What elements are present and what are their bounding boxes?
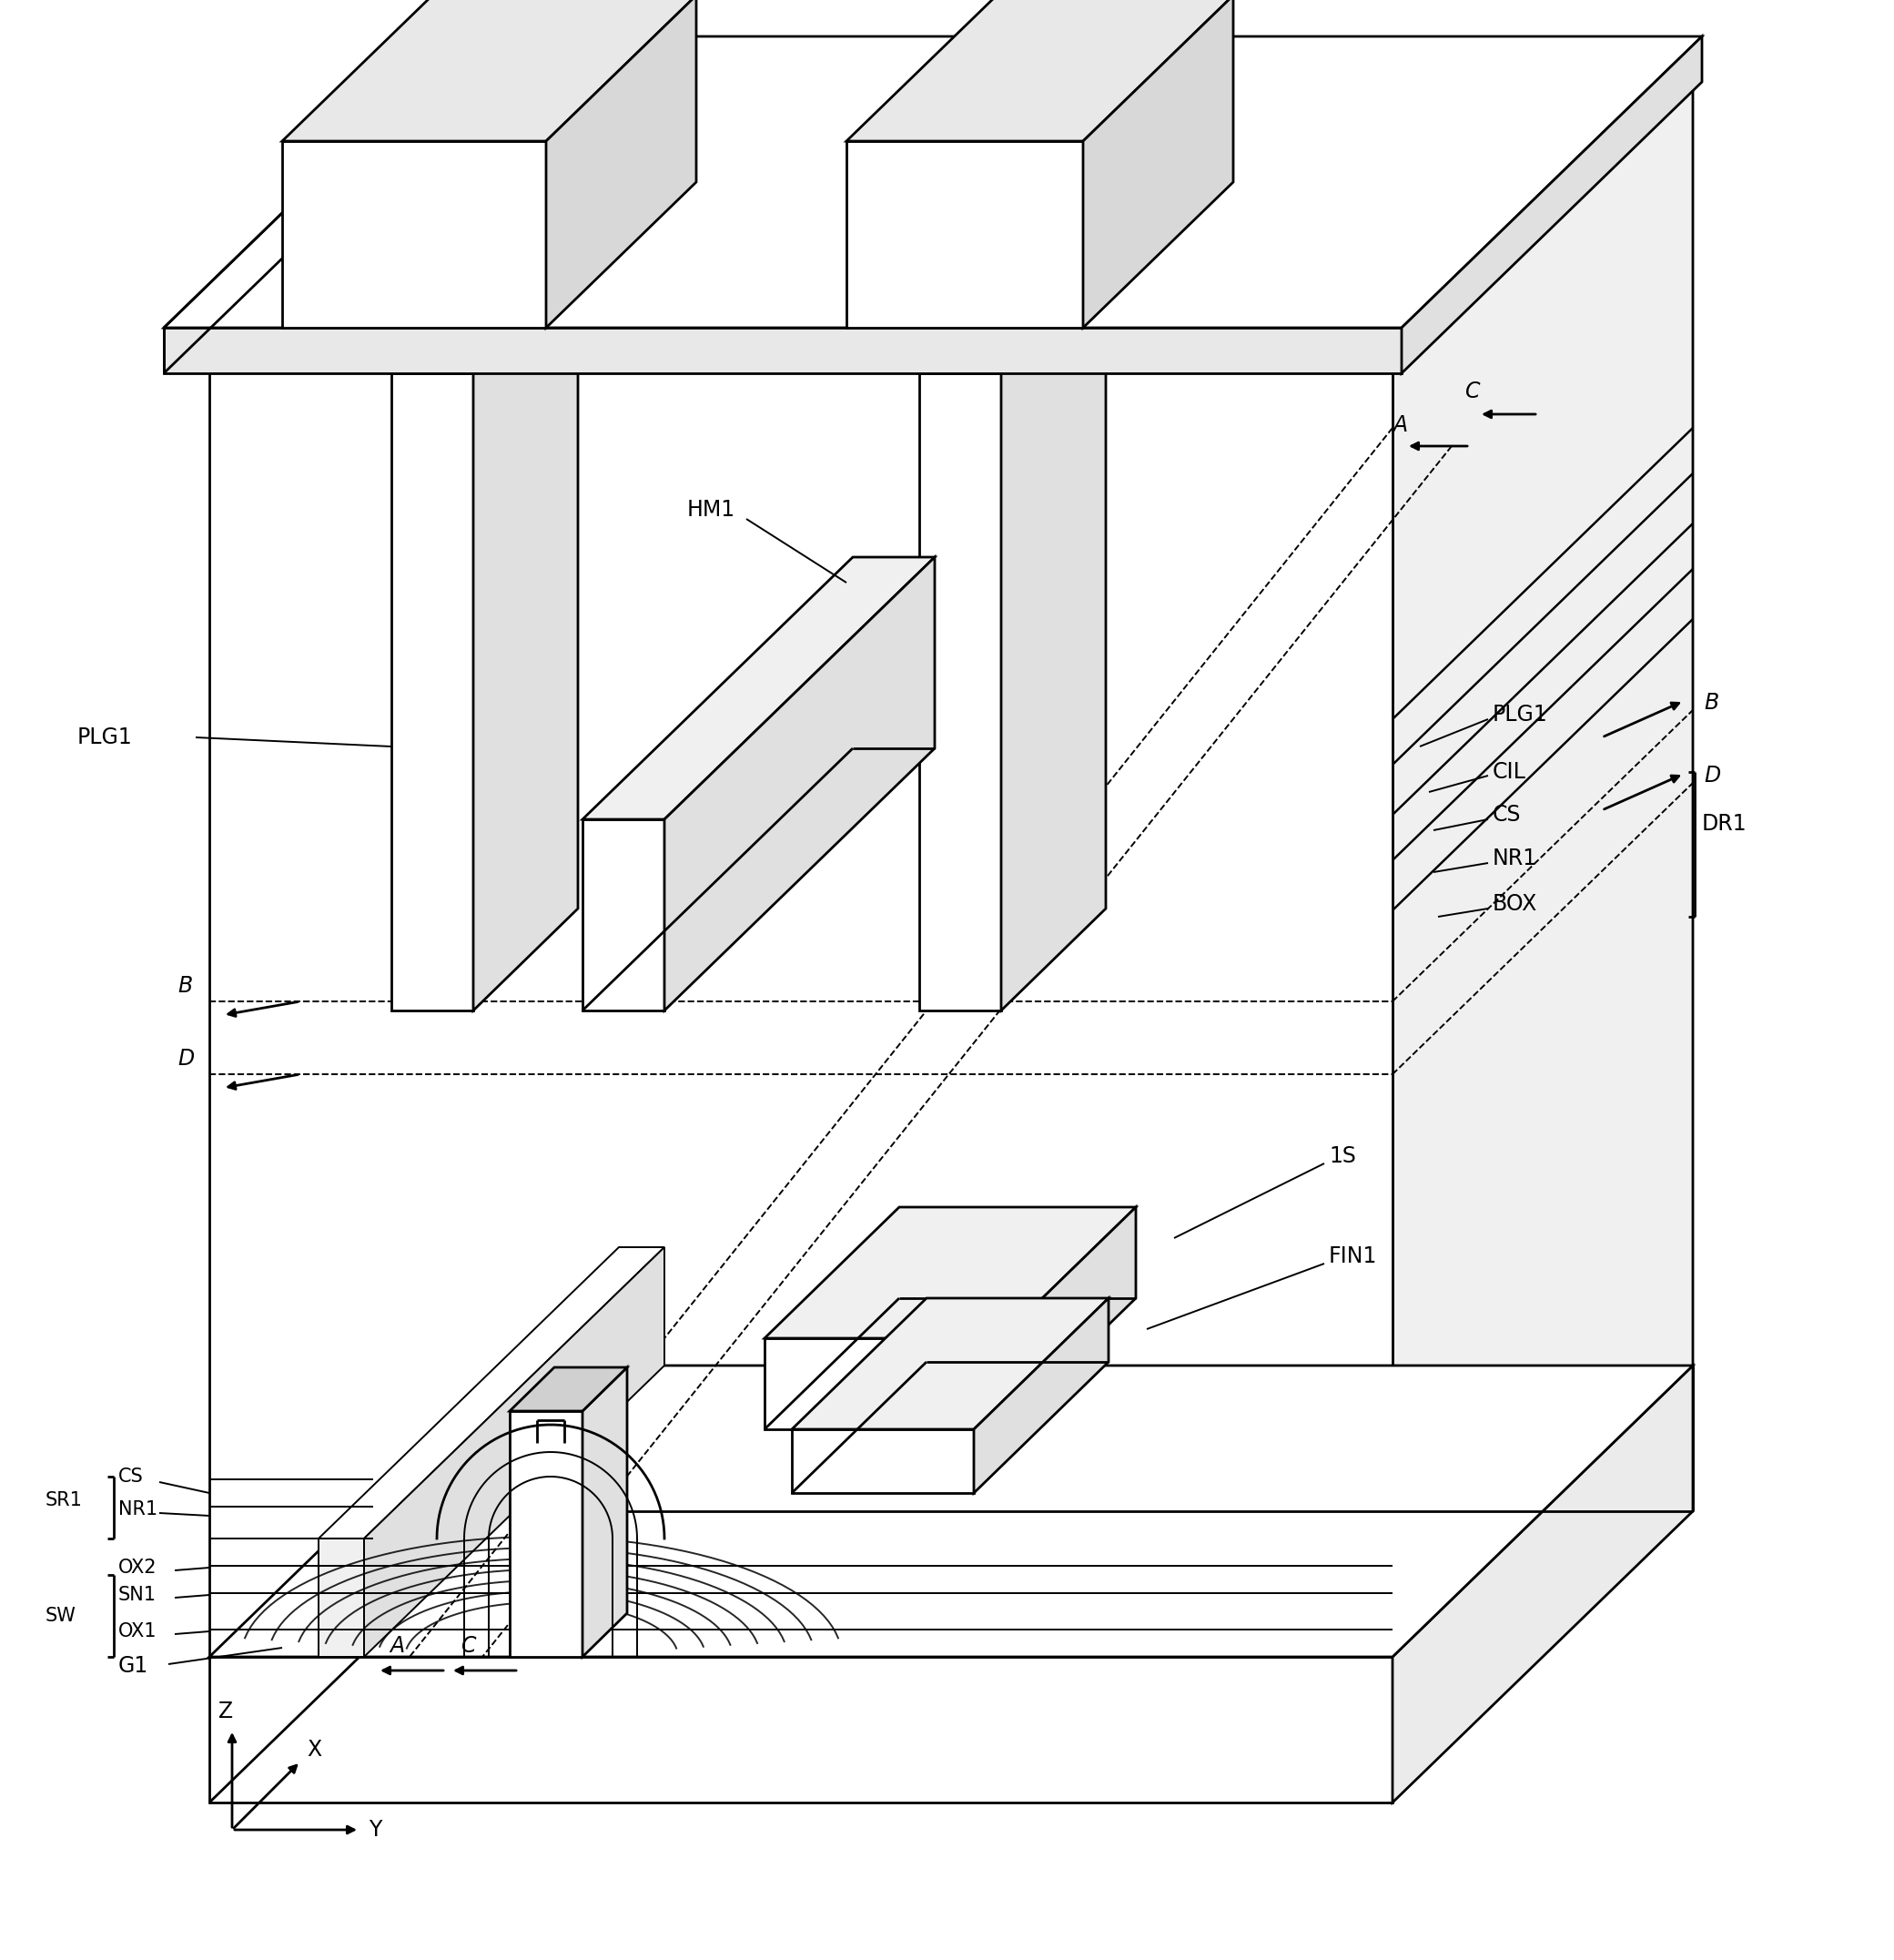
Polygon shape	[210, 1656, 1392, 1803]
Text: B: B	[1705, 692, 1718, 713]
Polygon shape	[1002, 1207, 1136, 1429]
Text: 1S: 1S	[1330, 1145, 1356, 1166]
Text: PLG1: PLG1	[78, 727, 133, 749]
Text: B: B	[178, 974, 193, 998]
Polygon shape	[765, 1207, 1136, 1339]
Polygon shape	[210, 65, 1693, 355]
Text: C: C	[462, 1635, 477, 1656]
Text: FIN1: FIN1	[1330, 1245, 1377, 1268]
Polygon shape	[392, 270, 578, 372]
Text: X: X	[307, 1739, 322, 1760]
Text: Z: Z	[218, 1701, 233, 1723]
Polygon shape	[364, 1247, 665, 1656]
Polygon shape	[665, 557, 936, 1011]
Polygon shape	[1402, 37, 1703, 372]
Text: SN1: SN1	[117, 1586, 157, 1603]
Polygon shape	[509, 1368, 627, 1411]
Polygon shape	[847, 141, 1083, 327]
Text: SR1: SR1	[45, 1492, 83, 1509]
Polygon shape	[282, 0, 697, 141]
Text: SW: SW	[45, 1607, 76, 1625]
Text: BOX: BOX	[1492, 894, 1538, 915]
Polygon shape	[1392, 1366, 1693, 1656]
Polygon shape	[919, 270, 1106, 372]
Polygon shape	[163, 327, 1402, 372]
Polygon shape	[392, 372, 474, 1011]
Text: A: A	[390, 1635, 403, 1656]
Text: DR1: DR1	[1703, 813, 1746, 835]
Text: C: C	[1466, 380, 1481, 402]
Polygon shape	[792, 1298, 1108, 1429]
Polygon shape	[583, 557, 936, 819]
Polygon shape	[1392, 1366, 1693, 1803]
Polygon shape	[210, 1366, 1693, 1656]
Polygon shape	[318, 1539, 364, 1656]
Polygon shape	[583, 1368, 627, 1656]
Polygon shape	[509, 1411, 583, 1656]
Text: OX2: OX2	[117, 1558, 157, 1576]
Text: HM1: HM1	[688, 500, 735, 521]
Text: OX1: OX1	[117, 1623, 157, 1641]
Text: NR1: NR1	[117, 1499, 157, 1519]
Polygon shape	[474, 270, 578, 1011]
Polygon shape	[974, 1298, 1108, 1494]
Polygon shape	[792, 1429, 974, 1494]
Polygon shape	[919, 372, 1002, 1011]
Text: NR1: NR1	[1492, 847, 1538, 870]
Text: CS: CS	[1492, 804, 1521, 825]
Polygon shape	[1002, 270, 1106, 1011]
Text: D: D	[1705, 764, 1720, 786]
Text: A: A	[1392, 414, 1407, 435]
Text: Y: Y	[369, 1819, 383, 1840]
Text: FIG. 2: FIG. 2	[892, 53, 1000, 84]
Text: G1: G1	[117, 1654, 148, 1678]
Polygon shape	[545, 0, 697, 327]
Polygon shape	[583, 819, 665, 1011]
Polygon shape	[765, 1339, 1002, 1429]
Polygon shape	[1083, 0, 1233, 327]
Text: D: D	[178, 1049, 193, 1070]
Text: L1: L1	[964, 129, 991, 153]
Polygon shape	[282, 141, 545, 327]
Polygon shape	[210, 355, 1392, 1656]
Polygon shape	[847, 0, 1233, 141]
Text: CIL: CIL	[1492, 760, 1527, 782]
Text: L1: L1	[392, 129, 417, 153]
Text: PLG1: PLG1	[1492, 704, 1547, 725]
Polygon shape	[318, 1247, 665, 1539]
Polygon shape	[1392, 65, 1693, 1656]
Polygon shape	[163, 37, 1703, 327]
Text: CS: CS	[117, 1468, 144, 1486]
